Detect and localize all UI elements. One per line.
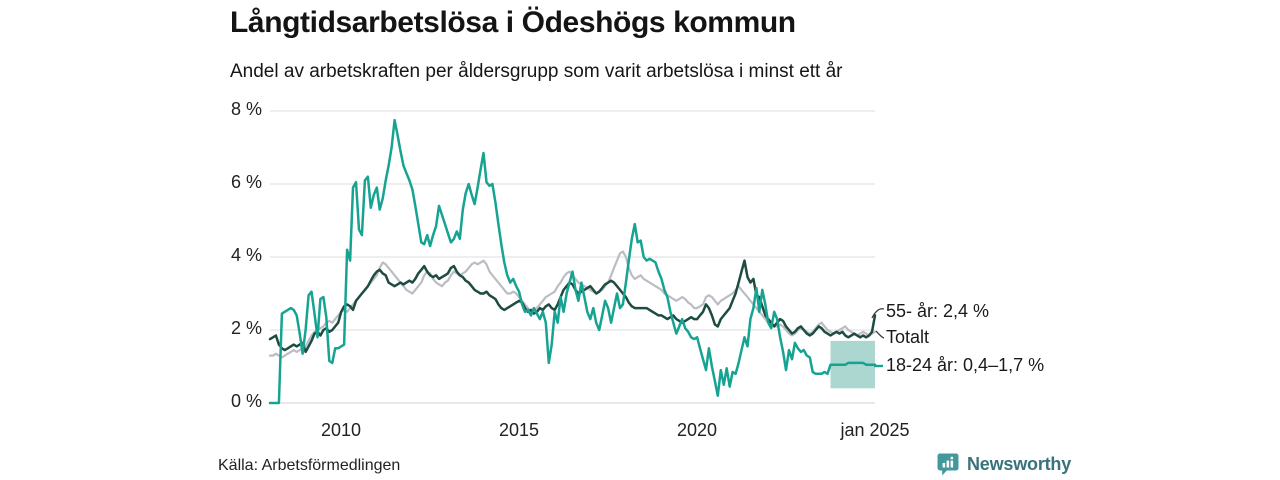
newsworthy-wordmark: Newsworthy — [967, 454, 1072, 474]
newsworthy-icon — [937, 453, 959, 476]
x-tick-2020: 2020 — [676, 420, 718, 440]
series-line-18-24 — [268, 118, 877, 405]
series-label-18-24: 18-24 år: 0,4–1,7 % — [886, 355, 1045, 375]
page-title: Långtidsarbetslösa i Ödeshögs kommun — [230, 6, 796, 39]
series-label-55-plus: 55- år: 2,4 % — [886, 301, 990, 321]
y-tick-2: 2 % — [230, 318, 262, 338]
annotation-connector-55 — [871, 308, 885, 319]
series-line-55-plus — [268, 259, 877, 354]
series-label-totalt: Totalt — [886, 327, 930, 347]
chart-subtitle: Andel av arbetskraften per åldersgrupp s… — [230, 61, 843, 82]
y-tick-0: 0 % — [230, 391, 262, 411]
y-tick-4: 4 % — [230, 245, 262, 265]
y-tick-6: 6 % — [230, 172, 262, 192]
annotation-connector-totalt — [875, 330, 885, 339]
x-tick-2015: 2015 — [498, 420, 540, 440]
y-tick-8: 8 % — [230, 99, 262, 119]
source-note: Källa: Arbetsförmedlingen — [218, 457, 401, 474]
gridlines — [270, 110, 875, 404]
series-line-totalt — [268, 250, 877, 359]
x-tick-jan-2025: jan 2025 — [840, 420, 910, 440]
x-tick-2010: 2010 — [320, 420, 362, 440]
newsworthy-logo[interactable]: Newsworthy — [936, 452, 1071, 477]
